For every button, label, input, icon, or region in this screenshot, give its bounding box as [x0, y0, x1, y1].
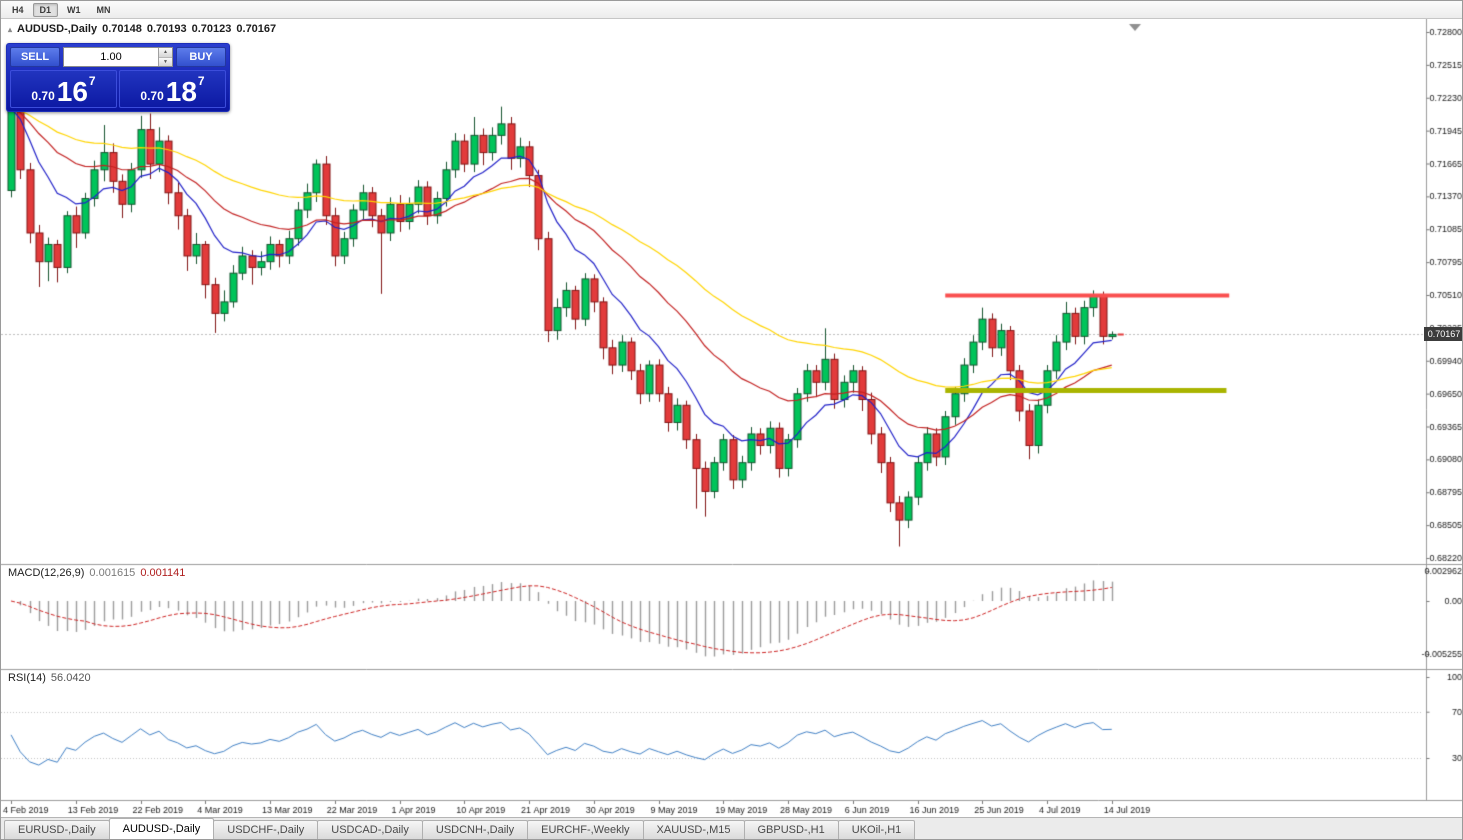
volume-stepper: ▲ ▼ — [158, 48, 172, 66]
timeframe-button-h4[interactable]: H4 — [12, 4, 24, 15]
chart-tab-usdcad-daily[interactable]: USDCAD-,Daily — [317, 820, 423, 839]
chart-title: ▴ AUDUSD-,Daily 0.70148 0.70193 0.70123 … — [8, 23, 276, 35]
timeframe-button-w1[interactable]: W1 — [67, 4, 81, 15]
sell-price-prefix: 0.70 — [31, 89, 55, 103]
chart-tab-bar: EURUSD-,Daily AUDUSD-,Daily USDCHF-,Daily U… — [1, 817, 1462, 839]
buy-button[interactable]: BUY — [176, 47, 226, 67]
chart-tab-usdcnh-daily[interactable]: USDCNH-,Daily — [421, 820, 529, 839]
macd-name: MACD(12,26,9) — [8, 567, 85, 579]
timeframe-button-d1[interactable]: D1 — [32, 2, 59, 17]
chart-tab-gbpusd-h1[interactable]: GBPUSD-,H1 — [743, 820, 839, 839]
timeframe-bar: H4 D1 W1 MN — [1, 1, 1462, 19]
sell-price-button[interactable]: 0.70 16 7 — [10, 70, 117, 108]
chart-tab-audusd-daily[interactable]: AUDUSD-,Daily — [108, 818, 215, 839]
ohlc-close: 0.70167 — [236, 23, 277, 35]
chart-tab-eurchf-weekly[interactable]: EURCHF-,Weekly — [527, 820, 644, 839]
volume-down-button[interactable]: ▼ — [159, 57, 172, 66]
rsi-indicator-label: RSI(14) 56.0420 — [8, 672, 91, 684]
one-click-trade-panel: SELL 1.00 ▲ ▼ BUY 0.70 16 7 0.70 — [6, 43, 230, 112]
collapse-triangle-icon[interactable]: ▴ — [8, 24, 13, 34]
ohlc-low: 0.70123 — [191, 23, 232, 35]
timeframe-button-mn[interactable]: MN — [96, 4, 111, 15]
chart-tab-ukoil-h1[interactable]: UKOil-,H1 — [837, 820, 916, 839]
ohlc-high: 0.70193 — [146, 23, 187, 35]
chart-canvas[interactable] — [1, 19, 1462, 819]
chart-tab-eurusd-daily[interactable]: EURUSD-,Daily — [4, 820, 110, 839]
macd-signal-value: 0.001141 — [140, 567, 186, 579]
buy-price-big: 18 — [165, 75, 197, 107]
buy-price-prefix: 0.70 — [140, 89, 164, 103]
macd-indicator-label: MACD(12,26,9) 0.001615 0.001141 — [8, 567, 185, 579]
buy-price-pipette: 7 — [197, 74, 205, 88]
macd-main-value: 0.001615 — [89, 567, 136, 579]
sell-price-pipette: 7 — [88, 74, 96, 88]
chart-tab-xauusd-m15[interactable]: XAUUSD-,M15 — [642, 820, 745, 839]
buy-price-button[interactable]: 0.70 18 7 — [119, 70, 226, 108]
volume-field[interactable]: 1.00 ▲ ▼ — [63, 47, 173, 67]
volume-up-button[interactable]: ▲ — [159, 48, 172, 58]
rsi-value: 56.0420 — [50, 672, 91, 684]
rsi-name: RSI(14) — [8, 672, 46, 684]
chart-symbol-label: AUDUSD-,Daily — [17, 23, 98, 35]
ohlc-open: 0.70148 — [102, 23, 142, 35]
chart-area: ▴ AUDUSD-,Daily 0.70148 0.70193 0.70123 … — [1, 19, 1462, 819]
sell-button[interactable]: SELL — [10, 47, 60, 67]
volume-value[interactable]: 1.00 — [100, 51, 122, 63]
price-tag: 0.70167 — [1424, 327, 1462, 342]
sell-price-big: 16 — [56, 75, 88, 107]
chart-tab-usdchf-daily[interactable]: USDCHF-,Daily — [213, 820, 319, 839]
